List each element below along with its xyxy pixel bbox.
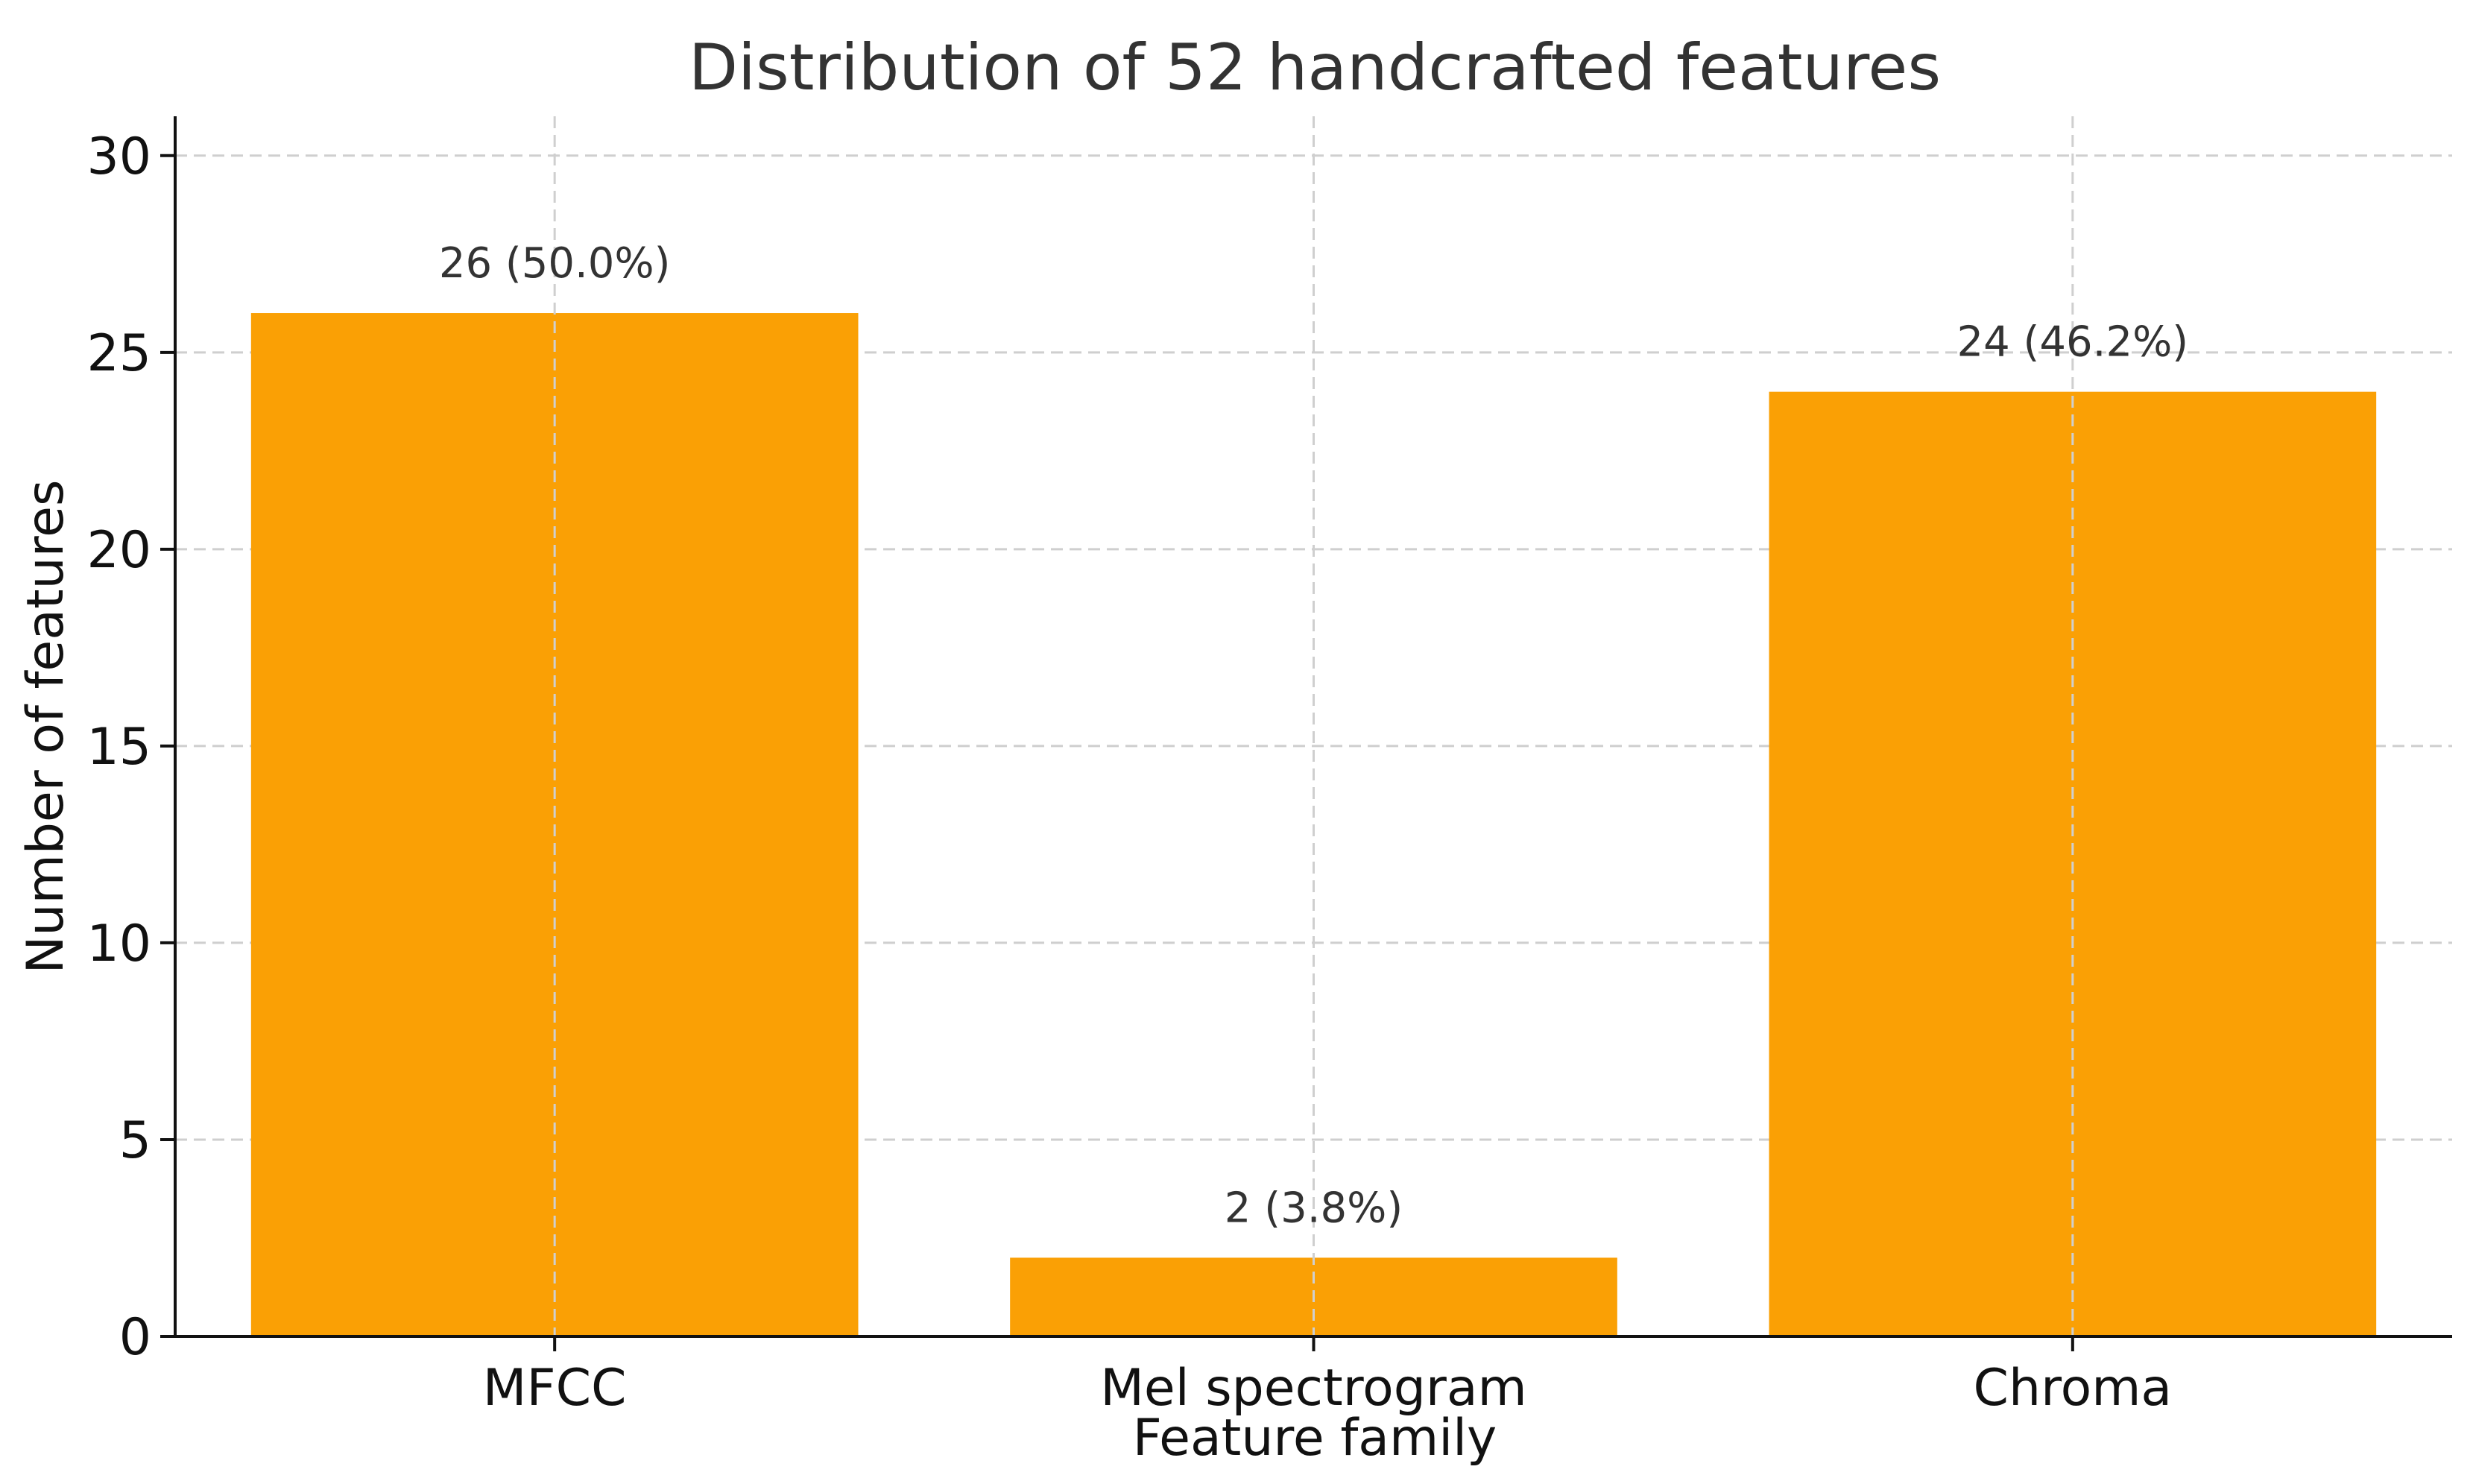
y-tick-label: 15 (86, 718, 151, 777)
x-grid-layer (553, 116, 2074, 1336)
data-label: 2 (3.8%) (1225, 1184, 1403, 1232)
chart-title: Distribution of 52 handcrafted features (689, 31, 1941, 105)
x-tick-label: Mel spectrogram (1100, 1359, 1527, 1418)
data-label: 26 (50.0%) (439, 239, 671, 288)
label-layer: 0 5 10 15 20 25 30 MFCC Mel spectrogram Chroma 26 … (86, 127, 2188, 1418)
x-tick-label: Chroma (1974, 1359, 2173, 1418)
y-tick-label: 5 (119, 1111, 151, 1170)
y-tick-label: 20 (86, 521, 151, 580)
axis-layer (160, 116, 2452, 1351)
y-tick-label: 25 (86, 324, 151, 383)
x-tick-label: MFCC (483, 1359, 627, 1418)
x-axis-label: Feature family (1133, 1409, 1497, 1468)
y-axis-label: Number of features (16, 480, 75, 974)
y-tick-label: 10 (86, 915, 151, 973)
y-tick-label: 30 (86, 127, 151, 186)
data-label: 24 (46.2%) (1957, 318, 2189, 367)
y-tick-label: 0 (119, 1308, 151, 1367)
